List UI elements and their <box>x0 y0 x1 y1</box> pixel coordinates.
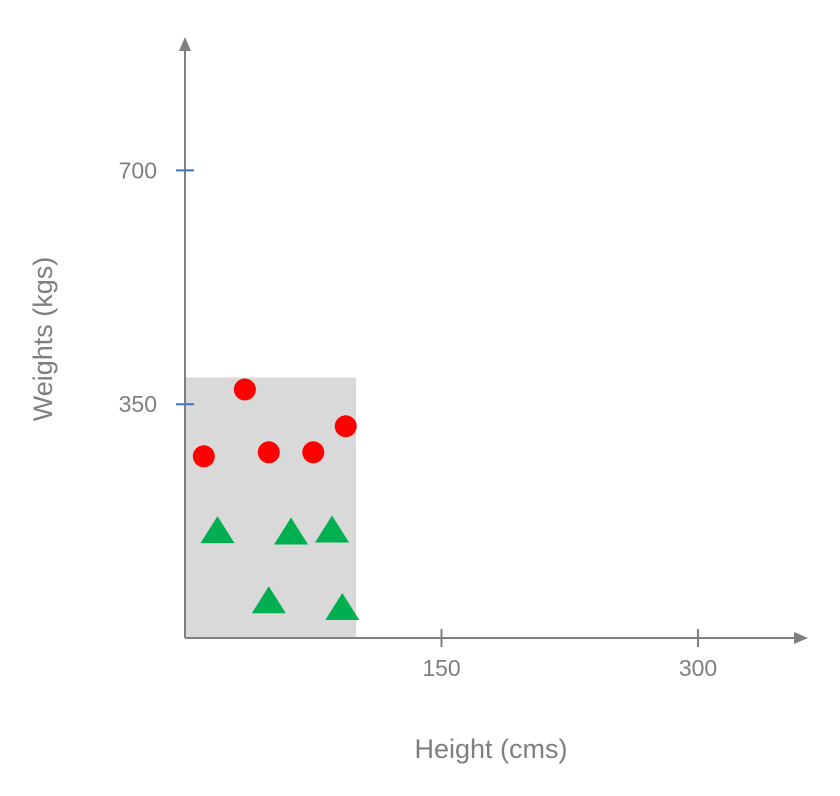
triangle-point <box>200 516 235 544</box>
y-tick-label: 700 <box>119 157 157 183</box>
x-ticks: 150 300 <box>422 629 717 681</box>
circle-point <box>233 378 256 401</box>
triangle-point <box>251 586 286 614</box>
y-ticks: 350 700 <box>119 157 194 417</box>
x-axis <box>185 632 808 644</box>
y-tick-label: 350 <box>119 391 157 417</box>
y-axis-arrowhead <box>179 37 191 51</box>
x-axis-arrowhead <box>794 632 808 644</box>
triangle-point <box>274 517 309 545</box>
circle-point <box>302 441 325 464</box>
y-axis-title: Weights (kgs) <box>28 257 58 422</box>
circle-point <box>334 415 357 438</box>
x-tick-label: 150 <box>422 655 460 681</box>
triangle-point <box>325 592 360 620</box>
triangle-point <box>315 515 350 543</box>
circle-point <box>192 445 215 468</box>
x-tick-label: 300 <box>679 655 717 681</box>
data-points <box>192 378 360 620</box>
y-axis <box>179 37 191 638</box>
circle-point <box>257 441 280 464</box>
x-axis-title: Height (cms) <box>414 734 567 764</box>
